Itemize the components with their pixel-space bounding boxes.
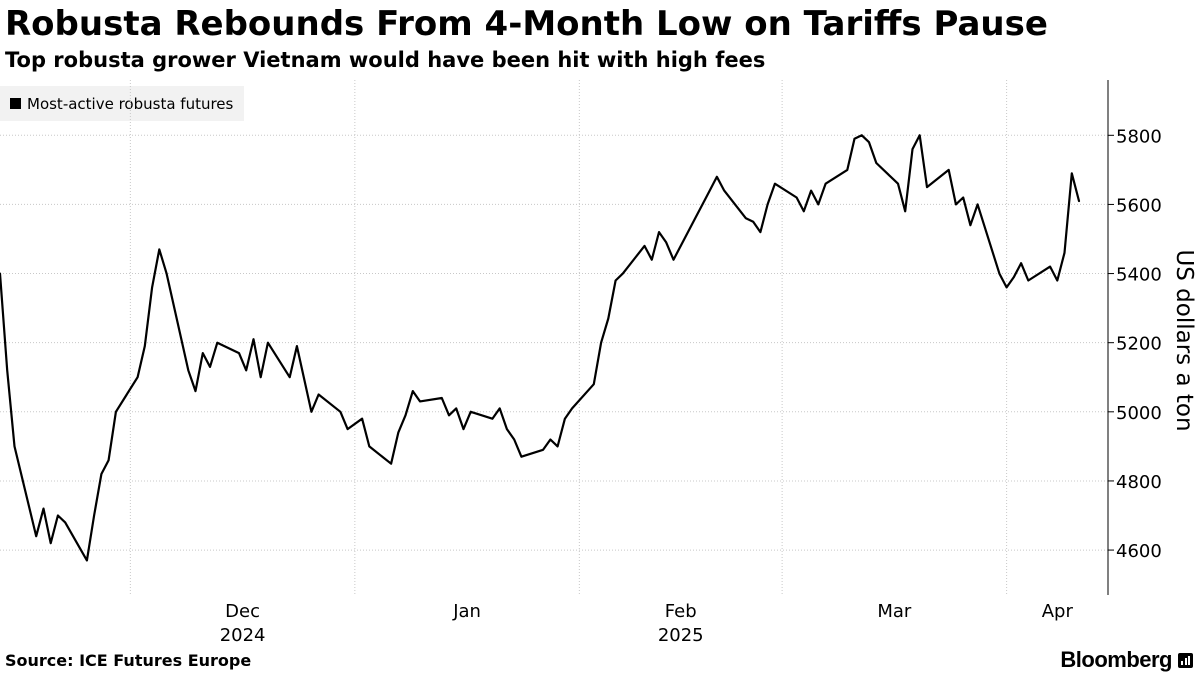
bloomberg-logo: Bloomberg	[1060, 647, 1193, 673]
x-tick-label: Jan	[452, 601, 481, 622]
series-layer	[0, 134, 1081, 562]
y-tick-label: 5600	[1116, 195, 1162, 216]
bar-chart-icon	[1178, 652, 1193, 668]
grid-layer	[0, 80, 1108, 595]
y-axis-title: US dollars a ton	[1171, 249, 1197, 431]
y-tick-label: 5400	[1116, 265, 1162, 286]
y-tick-label: 5200	[1116, 334, 1162, 355]
legend-label: Most-active robusta futures	[27, 94, 234, 113]
chart-subtitle: Top robusta grower Vietnam would have be…	[5, 48, 766, 72]
brand-wordmark: Bloomberg	[1060, 647, 1172, 672]
legend-swatch	[10, 98, 21, 109]
axis-layer	[1107, 80, 1114, 595]
y-tick-label: 5000	[1116, 403, 1162, 424]
y-tick-label: 5800	[1116, 126, 1162, 147]
y-tick-label: 4600	[1116, 541, 1162, 562]
x-tick-label: Mar	[877, 601, 912, 622]
x-year-label: 2024	[220, 625, 266, 646]
x-tick-label: Feb	[665, 601, 697, 622]
source-note: Source: ICE Futures Europe	[5, 651, 252, 670]
chart-title: Robusta Rebounds From 4-Month Low on Tar…	[5, 4, 1048, 44]
x-tick-label: Apr	[1042, 601, 1074, 622]
x-tick-label: Dec	[225, 601, 260, 622]
legend: Most-active robusta futures	[0, 86, 245, 121]
y-tick-label: 4800	[1116, 472, 1162, 493]
series-line	[0, 134, 1081, 562]
label-layer: 4600 4800 5000 5200 5400 5600 5800 Dec 2024 Jan Fe…	[220, 126, 1197, 646]
x-year-label: 2025	[658, 625, 704, 646]
